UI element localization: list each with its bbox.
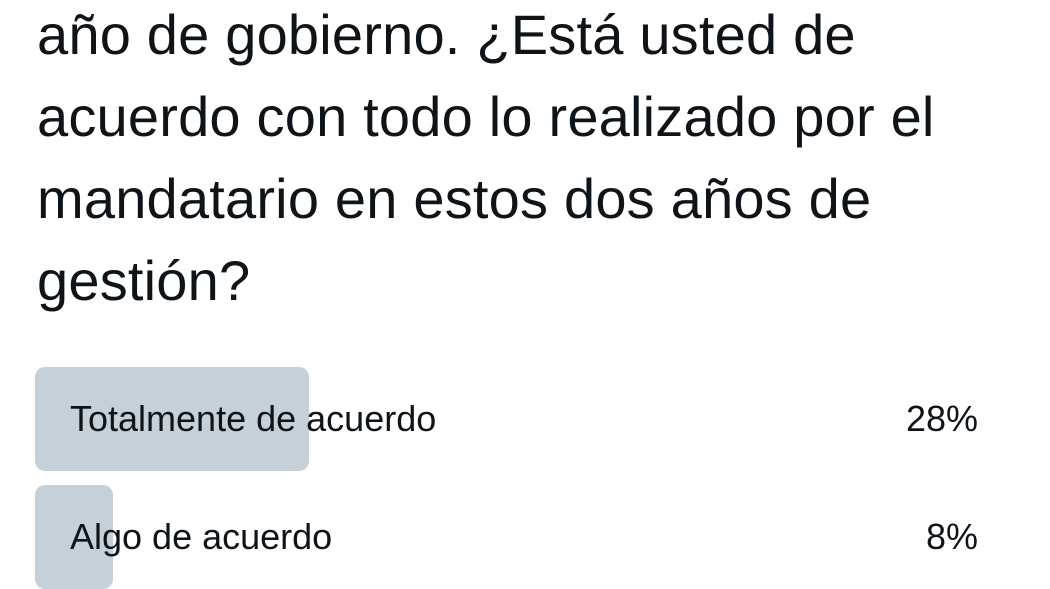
poll-option-totalmente-de-acuerdo: Totalmente de acuerdo 28%	[35, 367, 1015, 471]
poll-option-algo-de-acuerdo: Algo de acuerdo 8%	[35, 485, 1015, 589]
poll-option-label: Totalmente de acuerdo	[70, 398, 437, 439]
poll-option-percent: 28%	[905, 398, 978, 439]
poll-option-label: Algo de acuerdo	[70, 516, 333, 557]
poll-option-percent: 8%	[925, 516, 978, 557]
poll-question: año de gobierno. ¿Está usted de acuerdo …	[37, 3, 935, 312]
poll-result-bar	[35, 367, 310, 471]
